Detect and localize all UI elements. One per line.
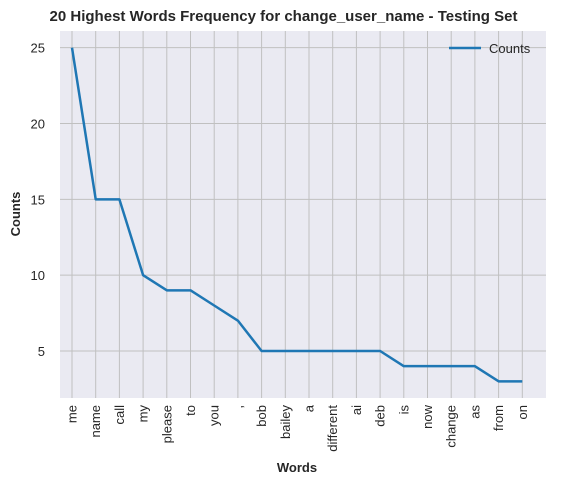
x-tick-label: is bbox=[396, 405, 411, 415]
y-tick-label: 25 bbox=[31, 41, 45, 56]
y-tick-label: 20 bbox=[31, 117, 45, 132]
x-tick-label: from bbox=[491, 405, 506, 431]
y-tick-label: 10 bbox=[31, 268, 45, 283]
x-tick-label: , bbox=[230, 405, 245, 409]
y-tick-labels: 5 10 15 20 25 bbox=[31, 41, 45, 359]
x-tick-label: bailey bbox=[278, 405, 293, 439]
x-tick-label: ai bbox=[349, 405, 364, 415]
x-tick-label: now bbox=[420, 404, 435, 428]
x-tick-label: name bbox=[88, 405, 103, 438]
x-tick-label: my bbox=[136, 405, 151, 423]
x-tick-label: a bbox=[302, 404, 317, 412]
x-tick-label: me bbox=[65, 405, 80, 423]
x-tick-label: deb bbox=[373, 405, 388, 427]
x-tick-label: to bbox=[183, 405, 198, 416]
x-tick-label: call bbox=[112, 405, 127, 425]
x-axis-label: Words bbox=[277, 460, 317, 475]
x-tick-labels: me name call my please to you, bob bailey a differ… bbox=[65, 404, 530, 452]
x-tick-label: you bbox=[207, 405, 222, 426]
chart-title: 20 Highest Words Frequency for change_us… bbox=[50, 8, 518, 25]
x-tick-label: please bbox=[159, 405, 174, 443]
plot-area bbox=[60, 31, 546, 398]
x-tick-label: different bbox=[325, 405, 340, 452]
legend-label: Counts bbox=[489, 41, 531, 56]
y-axis-label: Counts bbox=[8, 192, 23, 237]
x-tick-label: bob bbox=[254, 405, 269, 427]
x-tick-label: as bbox=[467, 405, 482, 419]
x-tick-label: change bbox=[444, 405, 459, 448]
x-tick-label: on bbox=[515, 405, 530, 419]
y-tick-label: 15 bbox=[31, 192, 45, 207]
y-tick-label: 5 bbox=[38, 344, 45, 359]
